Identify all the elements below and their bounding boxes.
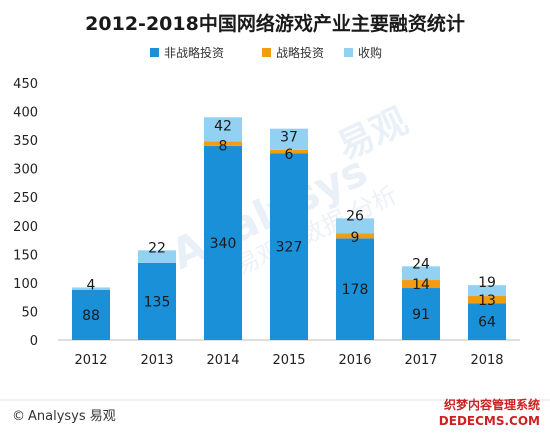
bar-2014-0 [204,145,242,340]
data-label-2015-2: 37 [280,130,298,146]
data-label-2016-1: 9 [351,230,360,246]
bar-2017-2 [402,266,440,281]
data-label-2018-1: 13 [478,293,496,309]
y-tick-label: 400 [13,106,38,121]
bar-2017-0 [402,288,440,340]
y-tick-label: 350 [13,134,38,149]
bar-2016-0 [336,238,374,340]
data-label-2016-2: 26 [346,208,364,224]
watermark-site-en: DEDECMS.COM [439,414,540,428]
y-tick-label: 450 [13,77,38,92]
bar-2012-0 [72,289,110,340]
data-label-2017-2: 24 [412,256,430,272]
y-tick-label: 50 [21,305,38,320]
bar-2018-0 [468,303,506,340]
legend-swatch-2 [344,48,353,57]
legend-label-1: 战略投资 [276,45,324,60]
data-label-2014-0: 340 [210,236,237,252]
watermark-site-cn: 织梦内容管理系统 [444,397,540,412]
data-label-2013-2: 22 [148,240,166,256]
bar-2015-0 [270,153,308,340]
x-tick-label: 2014 [206,353,239,368]
data-label-2017-1: 14 [412,277,430,293]
copyright-symbol: © [12,409,25,424]
y-tick-label: 200 [13,220,38,235]
legend: 非战略投资 战略投资 收购 [150,45,382,60]
bar-2013-2 [138,250,176,263]
bars [72,117,506,340]
y-tick-label: 100 [13,277,38,292]
data-label-2018-2: 19 [478,275,496,291]
x-tick-label: 2012 [74,353,107,368]
legend-swatch-1 [262,48,271,57]
bar-2017-1 [402,280,440,289]
data-label-2014-2: 42 [214,118,232,134]
x-tick-label: 2013 [140,353,173,368]
data-label-2012-0: 88 [82,308,100,324]
data-label-2016-0: 178 [342,282,369,298]
bar-2012-2 [72,287,110,290]
bar-2016-1 [336,233,374,239]
y-tick-label: 300 [13,163,38,178]
data-label-2018-0: 64 [478,315,496,331]
x-tick-label: 2017 [404,353,437,368]
y-tick-label: 150 [13,248,38,263]
bar-2014-2 [204,117,242,142]
y-axis: 0 50 100 150 200 250 300 350 400 450 [13,77,38,349]
x-tick-label: 2015 [272,353,305,368]
y-tick-label: 250 [13,191,38,206]
chart-title: 2012-2018中国网络游戏产业主要融资统计 [85,12,465,35]
data-label-2013-0: 135 [144,294,171,310]
data-label-2012-2: 4 [87,277,96,293]
x-tick-label: 2018 [470,353,503,368]
data-label-2014-1: 8 [219,138,228,154]
legend-swatch-0 [150,48,159,57]
data-labels: 88 4 135 22 340 8 42 327 637 178 9 26 91 14 24 64 13 19 [82,118,496,330]
watermark-brand-cn: 易观 [331,101,414,169]
bar-2016-2 [336,218,374,234]
data-label-2015-0: 327 [276,240,303,256]
x-axis: 2012 2013 2014 2015 2016 2017 2018 [74,353,503,368]
footer-brand: Analysys 易观 [28,409,116,424]
bar-2013-0 [138,262,176,340]
y-tick-label: 0 [30,334,38,349]
bar-2014-1 [204,141,242,146]
bar-2018-2 [468,285,506,297]
data-label-2015-1: 6 [285,147,294,163]
legend-label-2: 收购 [358,45,382,60]
legend-label-0: 非战略投资 [164,45,224,60]
bar-2018-1 [468,296,506,304]
bar-2015-2 [270,128,308,150]
data-label-2017-0: 91 [412,307,430,323]
x-tick-label: 2016 [338,353,371,368]
bar-2015-1 [270,149,308,154]
